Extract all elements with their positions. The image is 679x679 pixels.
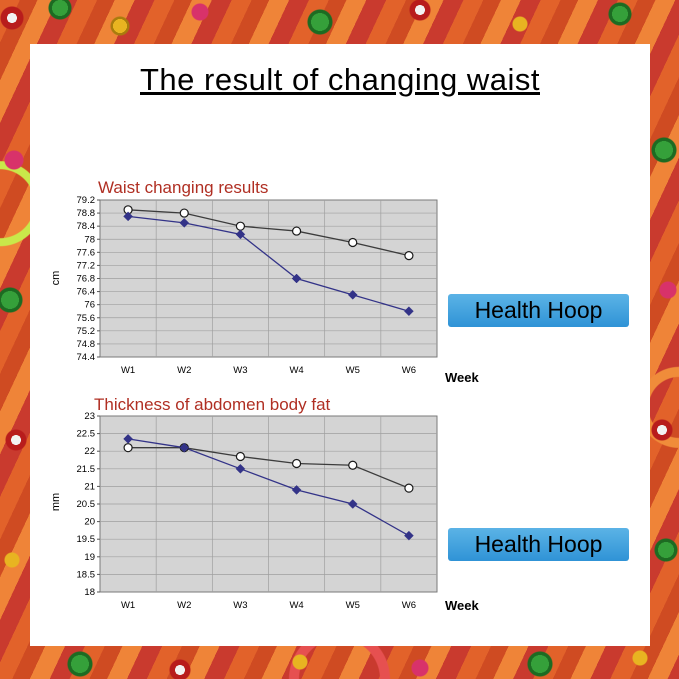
svg-text:22: 22: [84, 446, 95, 457]
waist-chart-plot: 79.2 78.8 78.4 78 77.6 77.2 76.8 76.4 76 75.6 75.2…: [77, 195, 438, 376]
slide-panel: The result of changing waist Waist chang…: [30, 44, 650, 646]
svg-text:74.8: 74.8: [77, 339, 96, 350]
svg-text:74.4: 74.4: [77, 352, 96, 363]
svg-text:76.8: 76.8: [77, 274, 96, 285]
svg-text:78.8: 78.8: [77, 208, 96, 219]
fat-chart-x-axis-label: Week: [445, 598, 479, 613]
svg-text:19: 19: [84, 552, 95, 563]
svg-text:22.5: 22.5: [77, 429, 96, 440]
svg-text:76: 76: [84, 300, 95, 311]
svg-text:20: 20: [84, 517, 95, 528]
svg-text:W5: W5: [346, 600, 360, 611]
svg-text:W2: W2: [177, 600, 191, 611]
health-hoop-badge-waist: Health Hoop: [448, 294, 629, 327]
svg-text:W2: W2: [177, 365, 191, 376]
svg-text:W4: W4: [289, 600, 303, 611]
page-title: The result of changing waist: [140, 62, 540, 97]
fat-chart-title: Thickness of abdomen body fat: [94, 395, 331, 414]
svg-text:21.5: 21.5: [77, 464, 96, 475]
svg-text:76.4: 76.4: [77, 287, 96, 298]
svg-text:20.5: 20.5: [77, 499, 96, 510]
svg-text:W1: W1: [121, 600, 135, 611]
svg-text:W6: W6: [402, 600, 416, 611]
svg-text:18: 18: [84, 587, 95, 598]
svg-text:W1: W1: [121, 365, 135, 376]
svg-text:W4: W4: [289, 365, 303, 376]
svg-text:78: 78: [84, 234, 95, 245]
fat-chart-plot: 23 22.5 22 21.5 21 20.5 20 19.5 19 18.5 18 W1 W2 W3 W4…: [77, 411, 438, 611]
svg-text:23: 23: [84, 411, 95, 422]
svg-text:W5: W5: [346, 365, 360, 376]
svg-text:77.2: 77.2: [77, 260, 96, 271]
svg-text:75.6: 75.6: [77, 313, 96, 324]
svg-text:W6: W6: [402, 365, 416, 376]
svg-text:21: 21: [84, 481, 95, 492]
svg-text:78.4: 78.4: [77, 221, 96, 232]
svg-text:79.2: 79.2: [77, 195, 96, 206]
svg-text:77.6: 77.6: [77, 247, 96, 258]
svg-text:W3: W3: [233, 600, 247, 611]
svg-text:W3: W3: [233, 365, 247, 376]
waist-chart-x-axis-label: Week: [445, 370, 479, 385]
svg-text:75.2: 75.2: [77, 326, 96, 337]
svg-text:18.5: 18.5: [77, 569, 96, 580]
health-hoop-badge-fat: Health Hoop: [448, 528, 629, 561]
svg-text:19.5: 19.5: [77, 534, 96, 545]
waist-chart-title: Waist changing results: [98, 178, 269, 197]
